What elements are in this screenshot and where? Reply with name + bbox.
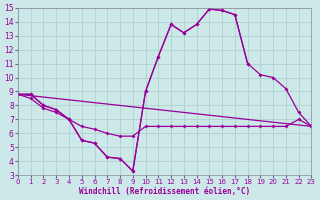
X-axis label: Windchill (Refroidissement éolien,°C): Windchill (Refroidissement éolien,°C) — [79, 187, 250, 196]
